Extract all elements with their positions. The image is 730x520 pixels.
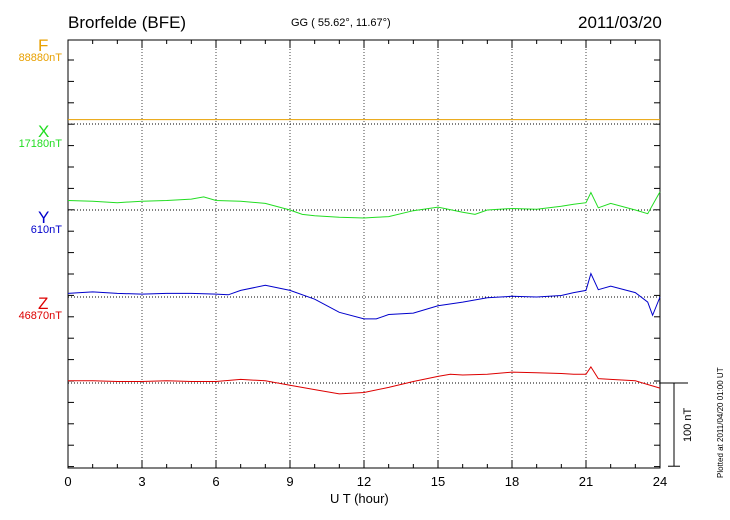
series-baseline-y: 610nT xyxy=(30,224,62,236)
series-label-z: Z xyxy=(38,294,49,313)
x-tick-label: 0 xyxy=(64,474,71,489)
x-tick-label: 15 xyxy=(431,474,445,489)
x-tick-label: 24 xyxy=(653,474,667,489)
x-tick-label: 6 xyxy=(212,474,219,489)
series-line-x xyxy=(67,191,661,219)
plotted-timestamp: Plotted at 2011/04/20 01:00 UT xyxy=(716,367,725,478)
x-tick-label: 18 xyxy=(505,474,519,489)
x-tick-label: 12 xyxy=(357,474,371,489)
station-coordinates: GG ( 55.62°, 11.67°) xyxy=(291,17,391,29)
series-label-x: X xyxy=(38,122,50,141)
scale-bar-label: 100 nT xyxy=(682,407,694,442)
series-label-y: Y xyxy=(38,208,50,227)
series-line-y xyxy=(67,272,661,320)
station-title: Brorfelde (BFE) xyxy=(68,13,187,32)
series-baseline-f: 88880nT xyxy=(18,52,62,64)
series-line-z xyxy=(68,365,661,395)
x-tick-label: 3 xyxy=(138,474,145,489)
x-axis-title: U T (hour) xyxy=(330,491,389,506)
x-tick-label: 9 xyxy=(286,474,293,489)
date-label: 2011/03/20 xyxy=(578,13,662,32)
series-label-f: F xyxy=(38,36,49,55)
series-baseline-z: 46870nT xyxy=(18,310,62,322)
x-tick-label: 21 xyxy=(579,474,593,489)
series-baseline-x: 17180nT xyxy=(18,138,62,150)
